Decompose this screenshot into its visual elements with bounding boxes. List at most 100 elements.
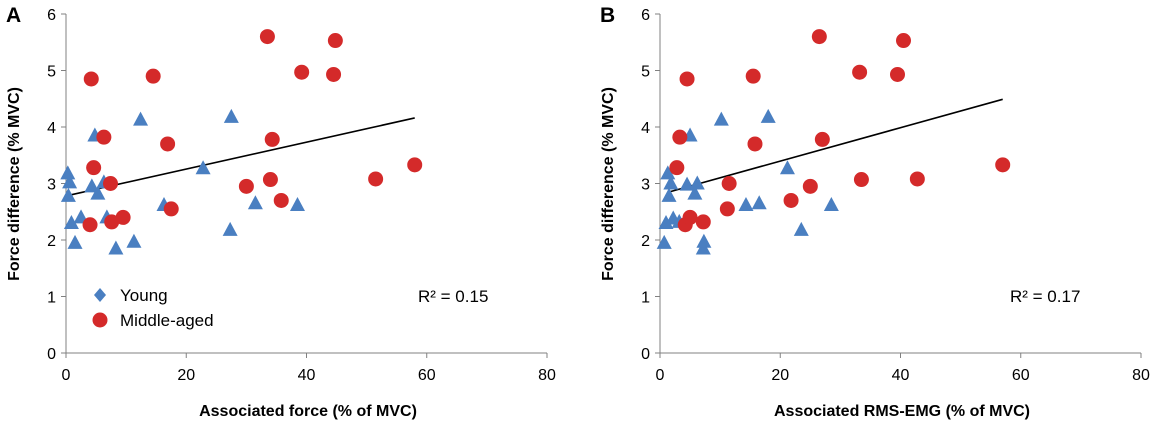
middle-aged-point bbox=[82, 217, 98, 233]
r-squared-label: R² = 0.17 bbox=[1010, 287, 1080, 306]
young-point bbox=[679, 176, 695, 191]
young-point bbox=[223, 108, 239, 123]
y-tick-label: 5 bbox=[641, 64, 650, 81]
young-point bbox=[687, 185, 703, 200]
panel-label: B bbox=[600, 4, 615, 27]
middle-aged-point bbox=[259, 29, 275, 45]
middle-aged-point bbox=[721, 176, 737, 191]
middle-aged-point bbox=[262, 172, 278, 188]
middle-aged-point bbox=[669, 160, 685, 176]
x-axis-label: Associated RMS-EMG (% of MVC) bbox=[774, 403, 1030, 420]
x-tick-label: 40 bbox=[892, 367, 910, 384]
x-tick-label: 40 bbox=[298, 367, 316, 384]
y-tick-label: 0 bbox=[641, 346, 650, 363]
young-point bbox=[663, 175, 679, 190]
young-point bbox=[108, 240, 124, 255]
y-tick-label: 1 bbox=[47, 290, 56, 307]
legend-young-label: Young bbox=[120, 286, 168, 305]
young-point bbox=[60, 187, 76, 202]
x-tick-label: 20 bbox=[177, 367, 195, 384]
panel-b: B 0 1 2 3 4 5 6 0 20 40 60 80 R² = 0.17 Associated … bbox=[594, 0, 1158, 426]
x-axis-label: Associated force (% of MVC) bbox=[199, 403, 417, 420]
middle-aged-point bbox=[679, 71, 695, 87]
y-tick-label: 3 bbox=[47, 177, 56, 194]
middle-aged-point bbox=[802, 178, 818, 194]
y-tick-label: 4 bbox=[47, 120, 56, 137]
young-point bbox=[779, 160, 795, 175]
middle-aged-point bbox=[672, 129, 688, 145]
x-tick-label: 60 bbox=[418, 367, 436, 384]
middle-aged-point bbox=[294, 64, 310, 80]
young-point bbox=[126, 233, 142, 248]
young-point bbox=[689, 175, 705, 190]
middle-aged-point bbox=[695, 214, 711, 230]
y-tick-label: 3 bbox=[641, 177, 650, 194]
y-axis-label: Force difference (% MVC) bbox=[6, 87, 23, 281]
panel-a: A 0 1 2 3 4 5 6 0 20 40 60 80 R² = 0.15 Associated … bbox=[0, 0, 579, 426]
young-point bbox=[658, 215, 674, 230]
middle-aged-point bbox=[145, 68, 161, 84]
x-tick-label: 0 bbox=[62, 367, 71, 384]
legend: Young Middle-aged bbox=[92, 286, 214, 330]
y-tick-label: 1 bbox=[641, 290, 650, 307]
young-point bbox=[656, 234, 672, 249]
y-tick-label: 6 bbox=[47, 7, 56, 24]
middle-aged-point bbox=[238, 178, 254, 194]
middle-aged-point bbox=[814, 131, 830, 147]
young-point bbox=[63, 215, 79, 230]
young-point bbox=[60, 165, 76, 180]
middle-aged-point bbox=[909, 171, 925, 187]
y-axis-label: Force difference (% MVC) bbox=[600, 87, 617, 281]
x-tick-label: 80 bbox=[1132, 367, 1150, 384]
middle-aged-point bbox=[811, 29, 827, 45]
y-tick-label: 0 bbox=[47, 346, 56, 363]
young-point bbox=[696, 233, 712, 248]
middle-aged-point bbox=[745, 68, 761, 84]
marks-group bbox=[60, 29, 423, 255]
marks-group bbox=[656, 29, 1011, 255]
y-tick-label: 2 bbox=[47, 233, 56, 250]
young-point bbox=[62, 174, 78, 189]
trendline bbox=[668, 98, 1003, 193]
middle-aged-point bbox=[852, 64, 868, 80]
young-point bbox=[84, 178, 100, 193]
middle-aged-point bbox=[407, 157, 423, 173]
middle-aged-point bbox=[104, 214, 120, 230]
middle-aged-point bbox=[96, 129, 112, 145]
young-point bbox=[195, 160, 211, 175]
young-point bbox=[90, 185, 106, 200]
middle-aged-point bbox=[115, 209, 131, 225]
middle-aged-point bbox=[995, 157, 1011, 173]
middle-aged-point bbox=[889, 66, 905, 82]
middle-aged-point bbox=[682, 209, 698, 225]
middle-aged-point bbox=[853, 172, 869, 188]
middle-aged-point bbox=[86, 160, 102, 176]
young-point bbox=[713, 111, 729, 126]
middle-aged-point bbox=[368, 171, 384, 187]
r-squared-label: R² = 0.15 bbox=[418, 287, 488, 306]
middle-aged-point bbox=[83, 71, 99, 87]
legend-young-marker bbox=[94, 288, 106, 302]
young-point bbox=[793, 221, 809, 236]
middle-aged-point bbox=[273, 192, 289, 208]
middle-aged-point bbox=[719, 201, 735, 217]
young-point bbox=[133, 111, 149, 126]
panel-label: A bbox=[6, 4, 21, 27]
young-point bbox=[289, 196, 305, 211]
young-point bbox=[67, 234, 83, 249]
middle-aged-point bbox=[326, 66, 342, 82]
middle-aged-point bbox=[747, 136, 763, 152]
middle-aged-point bbox=[163, 201, 179, 217]
young-point bbox=[751, 195, 767, 210]
middle-aged-point bbox=[783, 192, 799, 208]
x-tick-label: 80 bbox=[538, 367, 556, 384]
young-point bbox=[222, 221, 238, 236]
young-point bbox=[247, 195, 263, 210]
middle-aged-point bbox=[102, 176, 118, 191]
young-point bbox=[660, 165, 676, 180]
middle-aged-point bbox=[896, 33, 912, 49]
